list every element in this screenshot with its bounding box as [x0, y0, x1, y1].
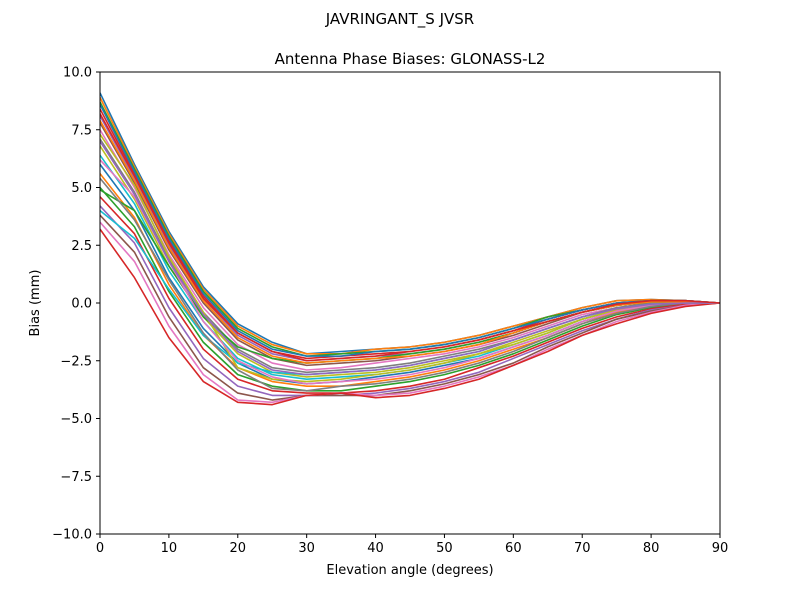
x-tick-label: 10	[161, 541, 178, 556]
series-line-17	[100, 221, 720, 404]
series-line-21	[100, 133, 720, 383]
y-tick-label: −7.5	[60, 470, 92, 485]
series-line-13	[100, 186, 720, 392]
series-line-26	[100, 140, 720, 376]
y-tick-label: −10.0	[52, 528, 92, 543]
y-tick-label: 10.0	[63, 66, 92, 81]
x-axis-label: Elevation angle (degrees)	[326, 563, 493, 578]
series-line-25	[100, 120, 720, 364]
x-tick-label: 40	[367, 541, 384, 556]
series-group	[100, 92, 720, 406]
x-tick-label: 0	[96, 541, 104, 556]
series-line-24	[100, 103, 720, 357]
y-axis-label: Bias (mm)	[28, 270, 43, 337]
chart-title: Antenna Phase Biases: GLONASS-L2	[275, 50, 546, 68]
y-tick-label: −5.0	[60, 412, 92, 427]
x-tick-label: 60	[505, 541, 522, 556]
y-tick-label: 7.5	[71, 123, 92, 138]
x-tick-label: 90	[712, 541, 729, 556]
y-tick-label: 2.5	[71, 239, 92, 254]
x-axis: 0 10 20 30 40 50 60 70 80 90	[96, 534, 728, 556]
series-line-2	[100, 97, 720, 355]
y-tick-label: −2.5	[60, 354, 92, 369]
series-line-18	[100, 228, 720, 406]
x-tick-label: 80	[643, 541, 660, 556]
y-axis: −10.0 −7.5 −5.0 −2.5 0.0 2.5 5.0 7.5 10.0	[52, 66, 100, 543]
y-tick-label: 0.0	[71, 297, 92, 312]
series-line-27	[100, 113, 720, 362]
series-line-22	[100, 159, 720, 385]
figure-suptitle: JAVRINGANT_S JVSR	[325, 10, 474, 29]
series-line-23	[100, 177, 720, 392]
x-tick-label: 20	[230, 541, 247, 556]
y-tick-label: 5.0	[71, 181, 92, 196]
x-tick-label: 70	[574, 541, 591, 556]
series-line-16	[100, 214, 720, 401]
x-tick-label: 50	[436, 541, 453, 556]
x-tick-label: 30	[298, 541, 315, 556]
series-line-14	[100, 196, 720, 394]
